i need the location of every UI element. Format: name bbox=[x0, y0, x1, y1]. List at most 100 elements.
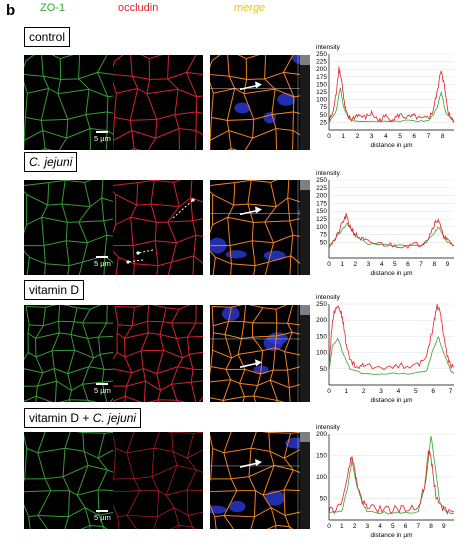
x-tick-label: 1 bbox=[340, 261, 344, 268]
x-tick-label: 9 bbox=[446, 261, 450, 268]
occludin-column-header: occludin bbox=[118, 2, 159, 14]
occludin-series-line bbox=[328, 304, 455, 371]
x-tick-label: 2 bbox=[356, 133, 360, 140]
y-tick-label: 150 bbox=[316, 208, 327, 215]
x-tick-label: 4 bbox=[397, 388, 401, 395]
occludin-series-line bbox=[328, 66, 455, 124]
intensity-plot-vitamin-d: intensity 50 100 150 200 250 0 1 2 3 4 5 6 7 distance … bbox=[316, 292, 456, 405]
y-tick-label: 200 bbox=[316, 193, 327, 200]
x-tick-label: 9 bbox=[442, 523, 446, 530]
y-tick-label: 175 bbox=[316, 74, 327, 81]
profile-arrow-icon bbox=[239, 81, 262, 91]
micrograph-merge-vitamin-d-c-jejuni bbox=[210, 432, 310, 529]
scale-bar bbox=[96, 510, 108, 512]
micrograph-zo1-control: 5 µm bbox=[24, 55, 113, 150]
intensity-plot-c-jejuni: intensity 50 75 100 125 150 175 200 225 250 0 1 2 3 4 5… bbox=[316, 168, 456, 278]
x-tick-label: 8 bbox=[429, 523, 433, 530]
x-tick-label: 3 bbox=[365, 523, 369, 530]
zo1-series-line bbox=[328, 435, 455, 515]
y-tick-label: 50 bbox=[320, 496, 328, 503]
y-tick-label: 200 bbox=[316, 66, 327, 73]
x-tick-label: 2 bbox=[362, 388, 366, 395]
x-axis-label: distance in µm bbox=[370, 532, 412, 539]
x-tick-label: 3 bbox=[367, 261, 371, 268]
occludin-series-line bbox=[328, 450, 455, 515]
scale-bar bbox=[96, 131, 108, 133]
y-tick-label: 150 bbox=[316, 333, 327, 340]
x-tick-label: 4 bbox=[378, 523, 382, 530]
x-tick-label: 1 bbox=[340, 523, 344, 530]
scale-bar-label: 5 µm bbox=[94, 513, 111, 522]
y-tick-label: 150 bbox=[316, 81, 327, 88]
y-tick-label: 100 bbox=[316, 224, 327, 231]
micrograph-occludin-vitamin-d bbox=[113, 305, 203, 402]
y-tick-label: 50 bbox=[320, 112, 328, 119]
y-tick-label: 25 bbox=[320, 119, 328, 126]
x-tick-label: 1 bbox=[345, 388, 349, 395]
micrograph-merge-c-jejuni bbox=[210, 180, 310, 275]
x-tick-label: 4 bbox=[384, 133, 388, 140]
x-tick-label: 6 bbox=[404, 523, 408, 530]
x-tick-label: 7 bbox=[449, 388, 453, 395]
y-tick-label: 125 bbox=[316, 216, 327, 223]
x-tick-label: 0 bbox=[327, 133, 331, 140]
x-tick-label: 0 bbox=[327, 523, 331, 530]
dashed-arrow-icon bbox=[136, 249, 154, 255]
x-tick-label: 2 bbox=[353, 523, 357, 530]
y-axis-label: intensity bbox=[316, 294, 341, 301]
y-tick-label: 250 bbox=[316, 301, 327, 308]
micrograph-occludin-control bbox=[113, 55, 203, 150]
x-tick-label: 6 bbox=[406, 261, 410, 268]
x-axis-label: distance in µm bbox=[370, 397, 412, 404]
condition-label-vitamin-d-c-jejuni: vitamin D + C. jejuni bbox=[24, 408, 142, 428]
x-tick-label: 5 bbox=[391, 523, 395, 530]
zo1-series-line bbox=[328, 222, 455, 247]
scale-bar-label: 5 µm bbox=[94, 386, 111, 395]
x-tick-label: 2 bbox=[354, 261, 358, 268]
y-tick-label: 50 bbox=[320, 366, 328, 373]
x-tick-label: 5 bbox=[414, 388, 418, 395]
x-tick-label: 6 bbox=[412, 133, 416, 140]
y-tick-label: 250 bbox=[316, 51, 327, 58]
x-tick-label: 8 bbox=[432, 261, 436, 268]
y-tick-label: 100 bbox=[316, 350, 327, 357]
zo1-column-header: ZO-1 bbox=[40, 2, 66, 14]
dashed-arrow-icon bbox=[126, 259, 144, 264]
x-tick-label: 4 bbox=[380, 261, 384, 268]
x-tick-label: 5 bbox=[393, 261, 397, 268]
y-tick-label: 125 bbox=[316, 89, 327, 96]
y-axis-label: intensity bbox=[316, 424, 341, 431]
micrograph-merge-vitamin-d bbox=[210, 305, 310, 402]
profile-arrow-icon bbox=[239, 359, 262, 368]
intensity-plot-control: intensity 25 50 75 100 125 150 175 200 225 250 0 1 2 3… bbox=[316, 42, 456, 150]
profile-arrow-icon bbox=[239, 206, 262, 216]
occludin-series-line bbox=[328, 213, 455, 250]
micrograph-zo1-vitamin-d: 5 µm bbox=[24, 305, 113, 402]
x-tick-label: 1 bbox=[341, 133, 345, 140]
zo1-series-line bbox=[328, 336, 455, 375]
dashed-arrow-icon bbox=[172, 198, 195, 219]
y-tick-label: 100 bbox=[316, 474, 327, 481]
micrograph-occludin-c-jejuni bbox=[113, 180, 203, 275]
y-tick-label: 175 bbox=[316, 200, 327, 207]
x-tick-label: 5 bbox=[398, 133, 402, 140]
condition-label-c-jejuni: C. jejuni bbox=[24, 152, 78, 172]
zo1-series-line bbox=[328, 87, 455, 123]
y-tick-label: 200 bbox=[316, 317, 327, 324]
x-tick-label: 7 bbox=[416, 523, 420, 530]
micrograph-merge-control bbox=[210, 55, 310, 150]
y-tick-label: 75 bbox=[320, 104, 328, 111]
x-tick-label: 0 bbox=[327, 261, 331, 268]
y-tick-label: 50 bbox=[320, 239, 328, 246]
x-tick-label: 7 bbox=[419, 261, 423, 268]
scale-bar-label: 5 µm bbox=[94, 134, 111, 143]
intensity-plot-vitamin-d-c-jejuni: intensity 50 100 150 200 0 1 2 3 4 5 6 7 8 9 distance i… bbox=[316, 422, 456, 540]
panel-letter: b bbox=[6, 2, 16, 19]
x-tick-label: 8 bbox=[441, 133, 445, 140]
y-axis-label: intensity bbox=[316, 44, 341, 51]
condition-label-control: control bbox=[24, 27, 71, 47]
x-axis-label: distance in µm bbox=[370, 142, 412, 149]
y-tick-label: 100 bbox=[316, 97, 327, 104]
micrograph-zo1-vitamin-d-c-jejuni: 5 µm bbox=[24, 432, 113, 529]
x-tick-label: 6 bbox=[431, 388, 435, 395]
